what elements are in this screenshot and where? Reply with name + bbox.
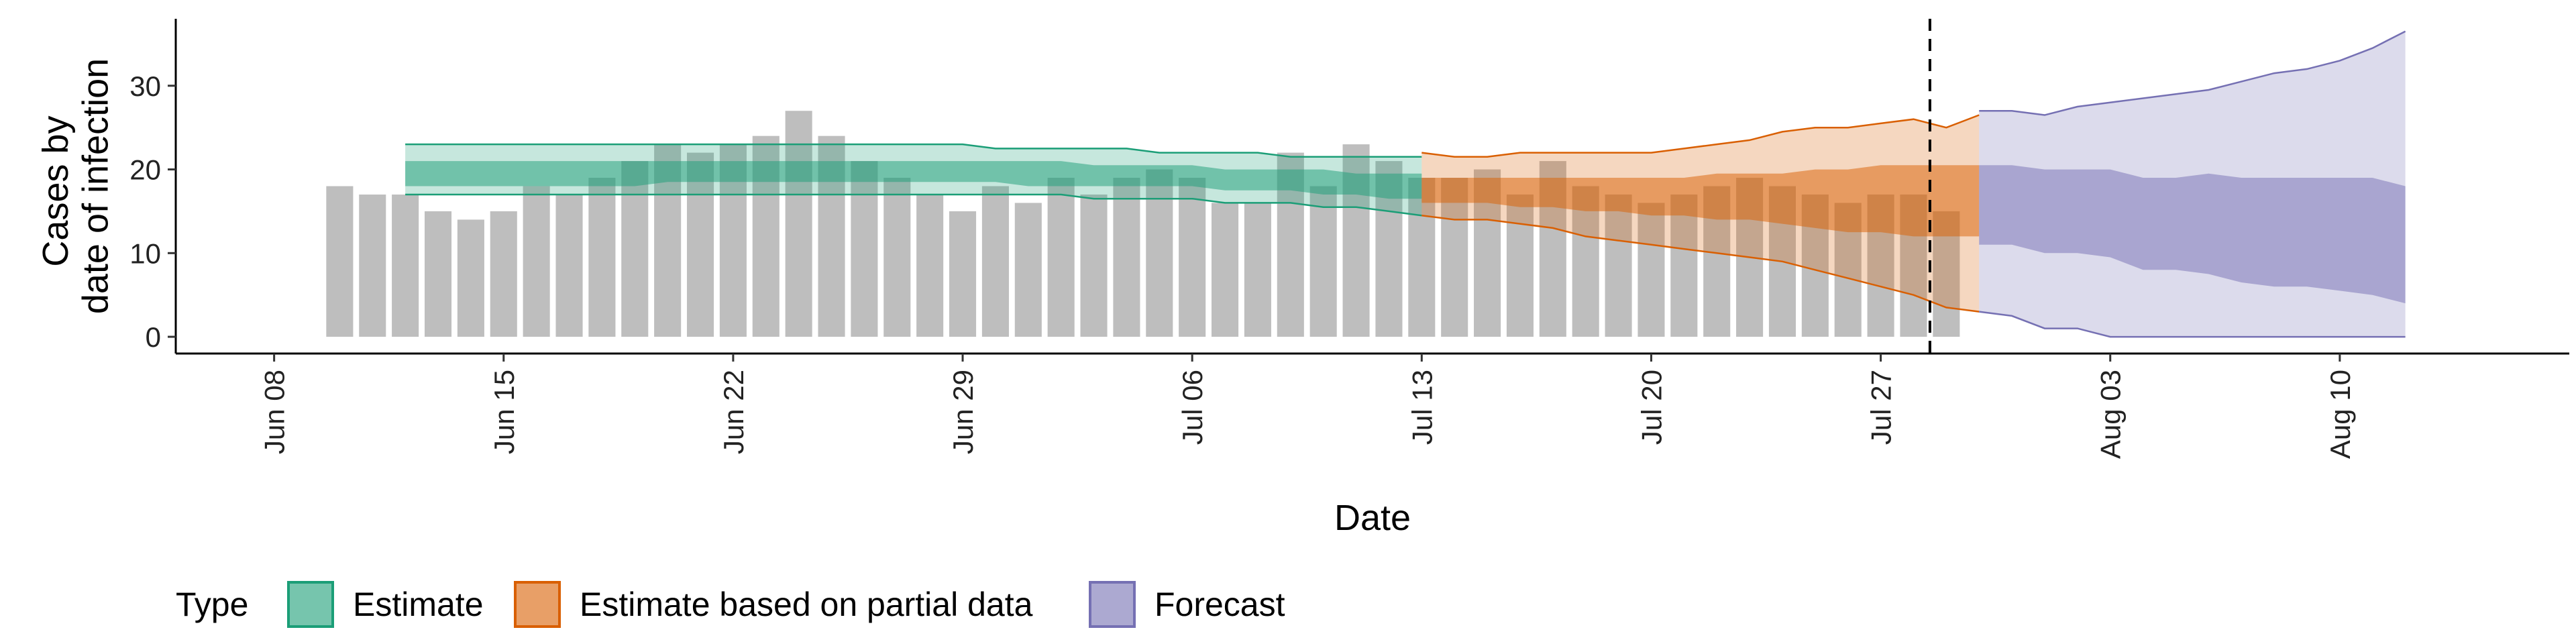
- series-0-upper-line: [405, 143, 1422, 158]
- y-axis-ticks: 0 10 20 30: [129, 70, 176, 353]
- case-bar: [1638, 203, 1665, 337]
- y-tick-label: 10: [129, 237, 161, 269]
- case-bar: [686, 152, 714, 337]
- case-bar: [392, 194, 419, 337]
- case-bar: [981, 186, 1009, 337]
- y-tick-label: 0: [146, 321, 161, 353]
- legend-item-label: Estimate based on partial data: [580, 586, 1033, 623]
- case-bar: [424, 211, 452, 337]
- case-bar: [1113, 178, 1140, 337]
- x-tick-label: Jul 27: [1866, 370, 1897, 445]
- case-bar: [1014, 203, 1042, 337]
- x-tick-label: Aug 03: [2095, 370, 2127, 459]
- legend-item-label: Estimate: [353, 586, 484, 623]
- case-bar: [1244, 203, 1271, 337]
- x-tick-label: Jun 22: [718, 370, 749, 454]
- x-tick-label: Jul 06: [1177, 370, 1208, 445]
- y-tick-label: 30: [129, 70, 161, 102]
- case-bar: [1506, 194, 1534, 337]
- series-1-upper-line: [1421, 114, 1980, 158]
- case-bar: [588, 178, 616, 337]
- legend-item-label: Forecast: [1155, 586, 1285, 623]
- series-1-lower-line: [1421, 214, 1980, 313]
- x-tick-label: Aug 10: [2324, 370, 2356, 459]
- case-bar: [916, 194, 944, 337]
- case-bar: [1179, 178, 1206, 337]
- x-tick-label: Jun 29: [947, 370, 979, 454]
- case-bar: [1309, 186, 1337, 337]
- series-0-band-50: [405, 161, 1422, 199]
- case-bar: [490, 211, 517, 337]
- x-axis-ticks: Jun 08 Jun 15 Jun 22 Jun 29 Jul 06 Jul 13 Jul …: [259, 354, 2356, 459]
- case-bar: [1441, 178, 1468, 337]
- case-bar: [1572, 186, 1599, 337]
- bands-layer: [405, 30, 2406, 338]
- series-1-band-50: [1421, 165, 1980, 237]
- y-axis-title-line-1: Cases by: [36, 115, 76, 266]
- legend-key-0: [287, 581, 334, 628]
- case-bar: [621, 161, 649, 337]
- case-bar: [326, 186, 354, 337]
- y-axis-title: Cases by date of infection: [36, 58, 115, 314]
- x-tick-label: Jun 08: [259, 370, 290, 454]
- series-2-band-50: [1979, 165, 2406, 304]
- series-2-lower-line: [1979, 311, 2406, 338]
- legend-key-1: [514, 581, 561, 628]
- y-axis-title-line-2: date of infection: [76, 58, 116, 314]
- x-tick-label: Jul 20: [1635, 370, 1667, 445]
- case-bar: [555, 194, 583, 337]
- legend-key-2: [1089, 581, 1136, 628]
- case-bar: [523, 186, 550, 337]
- case-bar: [949, 211, 977, 337]
- series-2-upper-line: [1979, 30, 2406, 116]
- x-axis-title: Date: [1334, 498, 1411, 538]
- case-bar: [457, 219, 484, 337]
- x-tick-label: Jul 13: [1406, 370, 1438, 445]
- legend-title: Type: [176, 586, 248, 623]
- case-bar: [359, 194, 386, 337]
- series-0-lower-line: [405, 193, 1422, 217]
- y-tick-label: 20: [129, 154, 161, 186]
- case-bar: [851, 161, 878, 337]
- case-bar: [785, 111, 812, 337]
- x-tick-label: Jun 15: [488, 370, 520, 454]
- bars-layer: [326, 111, 1960, 337]
- case-bar: [1408, 178, 1436, 337]
- legend: Type Estimate Estimate based on partial d…: [176, 581, 1285, 628]
- case-bar: [1670, 194, 1698, 337]
- case-bar: [1605, 194, 1632, 337]
- case-bar: [1212, 203, 1239, 337]
- case-bar: [1146, 169, 1173, 337]
- case-bar: [1080, 194, 1108, 337]
- case-bar: [883, 178, 911, 337]
- case-bar: [1047, 178, 1075, 337]
